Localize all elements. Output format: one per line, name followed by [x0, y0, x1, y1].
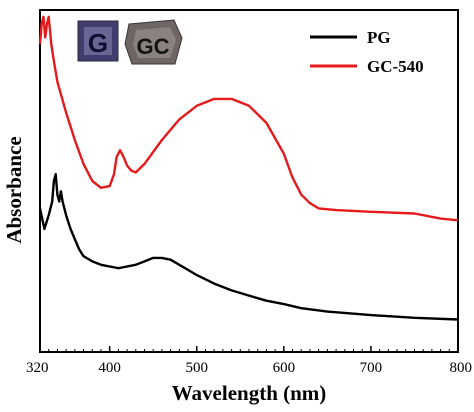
- legend: PG GC-540: [310, 28, 424, 76]
- x-tick-label: 700: [360, 360, 383, 376]
- x-axis-ticks: 320 400 500 600 700 800: [26, 346, 472, 376]
- x-tick-label: 600: [273, 360, 296, 376]
- series-layer: [38, 15, 459, 321]
- legend-label-pg: PG: [367, 28, 391, 47]
- x-tick-label: 320: [26, 360, 49, 376]
- x-tick-label: 400: [98, 360, 121, 376]
- x-tick-label: 500: [186, 360, 209, 376]
- series-line-gc-540: [38, 15, 459, 222]
- series-line-pg: [38, 173, 459, 321]
- sample-photo-inset: G GC: [77, 19, 183, 65]
- x-axis-title: Wavelength (nm): [172, 381, 327, 405]
- pg-sample-letter: G: [88, 28, 108, 58]
- pg-sample-highlight: [84, 27, 112, 55]
- legend-label-gc-540: GC-540: [367, 57, 424, 76]
- x-tick-label: 800: [450, 360, 473, 376]
- y-axis-title: Absorbance: [2, 136, 26, 243]
- gc-sample-highlight: [133, 27, 176, 58]
- gc-sample-letters: GC: [137, 34, 170, 59]
